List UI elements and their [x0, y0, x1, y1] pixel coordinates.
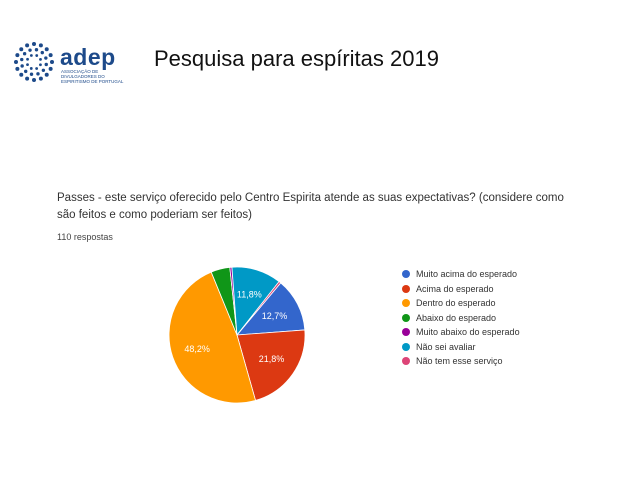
logo-dot	[39, 57, 42, 61]
logo-dot	[38, 43, 43, 48]
logo-text: adep	[60, 44, 116, 70]
logo-dot	[26, 63, 29, 67]
pie-chart-svg: 12,7% 21,8% 48,2% 11,8%	[168, 266, 306, 404]
legend-swatch	[402, 342, 410, 351]
logo-dot	[34, 48, 39, 52]
legend-item: Muito acima do esperado	[402, 267, 520, 282]
legend-item: Muito abaixo do esperado	[402, 325, 520, 340]
chart-legend: Muito acima do esperado Acima do esperado…	[402, 267, 520, 369]
legend-item: Dentro do esperado	[402, 296, 520, 311]
logo-dot	[48, 53, 53, 58]
adep-logo: adep ASSOCIAÇÃO DE DIVULGADORES DO ESPIR…	[14, 42, 124, 86]
pie-slice-label: 21,8%	[259, 354, 285, 364]
page-title: Pesquisa para espíritas 2019	[154, 46, 439, 71]
legend-label: Muito acima do esperado	[416, 269, 518, 280]
logo-dot	[29, 72, 34, 76]
logo-dot	[14, 60, 18, 64]
logo-dot	[44, 72, 49, 77]
logo-dot	[32, 78, 36, 82]
logo-dot	[24, 69, 28, 74]
logo-dot	[36, 72, 40, 76]
logo-dot	[44, 56, 48, 60]
logo-dot	[25, 43, 30, 48]
legend-label: Acima do esperado	[416, 283, 494, 294]
legend-item: Não tem esse serviço	[402, 354, 520, 369]
legend-item: Abaixo do esperado	[402, 311, 520, 326]
pie-slice-label: 48,2%	[184, 344, 210, 354]
logo-dot	[15, 66, 20, 71]
logo-dot	[19, 72, 24, 77]
legend-label: Abaixo do esperado	[416, 312, 497, 323]
legend-label: Dentro do esperado	[416, 298, 496, 309]
logo-dot	[20, 57, 24, 62]
question-title: Passes - este serviço oferecido pelo Cen…	[57, 192, 564, 221]
legend-swatch	[402, 270, 410, 279]
pie-slice	[168, 271, 257, 404]
pie-slice	[236, 280, 282, 336]
legend-swatch	[402, 313, 410, 322]
logo-dot	[38, 76, 43, 81]
logo-dots-icon	[14, 42, 54, 82]
legend-label: Muito abaixo do esperado	[416, 327, 520, 338]
legend-item: Não sei avaliar	[402, 340, 520, 355]
pie-slice-label: 11,8%	[237, 290, 262, 300]
logo-dot	[15, 53, 20, 58]
legend-swatch	[402, 299, 410, 308]
logo-dot	[26, 57, 29, 61]
legend-swatch	[402, 357, 410, 366]
logo-dot	[35, 54, 39, 57]
legend-label: Não sei avaliar	[416, 341, 476, 352]
logo-dot	[25, 76, 30, 81]
logo-dot	[48, 66, 53, 71]
pie-slice	[236, 329, 306, 401]
logo-dot	[35, 67, 39, 70]
logo-dot	[44, 47, 49, 52]
response-count: 110 respostas	[57, 232, 113, 242]
logo-dot	[44, 62, 48, 67]
logo-dot	[41, 68, 46, 72]
logo-subtext: ASSOCIAÇÃO DE DIVULGADORES DO ESPIRITISM…	[61, 69, 124, 84]
legend-item: Acima do esperado	[402, 282, 520, 297]
legend-swatch	[402, 284, 410, 293]
logo-dot	[39, 63, 42, 67]
logo-dot	[32, 42, 36, 46]
logo-dot	[22, 52, 27, 56]
pie-slice-label: 12,7%	[262, 311, 288, 321]
logo-dot	[20, 64, 24, 68]
logo-dot	[28, 48, 32, 52]
pie-chart: 12,7% 21,8% 48,2% 11,8%	[160, 260, 320, 410]
logo-dot	[40, 50, 44, 55]
logo-dot	[29, 67, 33, 70]
legend-swatch	[402, 328, 410, 337]
logo-dot	[19, 47, 24, 52]
logo-dot	[50, 60, 54, 64]
logo-dot	[29, 54, 33, 57]
legend-label: Não tem esse serviço	[416, 356, 503, 367]
